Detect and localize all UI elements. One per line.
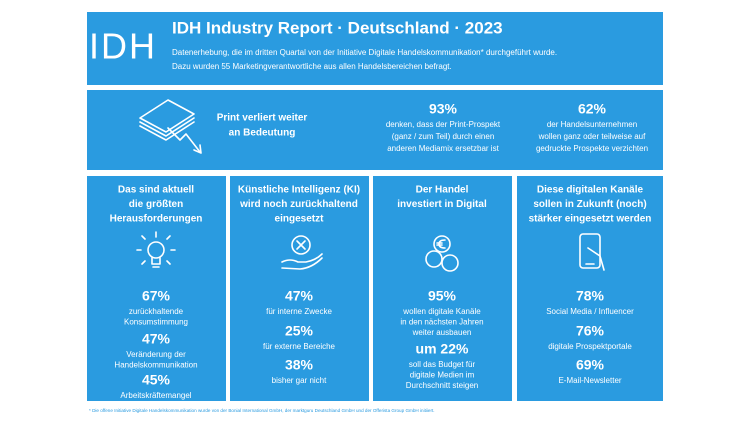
phone-icon — [579, 233, 605, 271]
stat-text: soll das Budget für — [409, 360, 476, 369]
stat-text: bisher gar nicht — [272, 376, 327, 385]
stat-text: in den nächsten Jahren — [400, 318, 483, 327]
stat-value: 38% — [285, 357, 314, 373]
logo-box — [87, 12, 160, 85]
stat-text: (ganz / zum Teil) durch einen — [392, 132, 495, 141]
stat-text: Handelskommunikation — [114, 361, 197, 370]
subtitle: Datenerhebung, die im dritten Quartal vo… — [172, 48, 557, 57]
stat-text: Durchschnitt steigen — [406, 381, 478, 390]
stat-value: 25% — [285, 323, 314, 339]
header-panel — [87, 12, 663, 85]
column-panel — [373, 176, 512, 401]
stat-value: um 22% — [416, 341, 469, 357]
column-heading: Der Handel — [416, 185, 469, 196]
stat-value: 95% — [428, 288, 457, 304]
stat-text: Arbeitskräftemangel — [120, 391, 191, 400]
stat-text: Konsumstimmung — [124, 318, 188, 327]
stat-text: digitale Prospektportale — [548, 342, 632, 351]
title: IDH Industry Report · Deutschland · 2023 — [172, 18, 503, 37]
column-heading: sollen in Zukunft (noch) — [533, 199, 646, 210]
stat-text: denken, dass der Print-Prospekt — [386, 120, 501, 129]
subtitle: Dazu wurden 55 Marketingverantwortliche … — [172, 62, 452, 71]
column-heading: eingesetzt — [275, 214, 325, 225]
stat-value: 78% — [576, 288, 605, 304]
stat-text: E-Mail-Newsletter — [558, 376, 621, 385]
stat-value: 69% — [576, 357, 605, 373]
column-heading: stärker eingesetzt werden — [529, 214, 652, 225]
column-heading: Das sind aktuell — [118, 185, 194, 196]
logo: IDH — [89, 26, 157, 67]
stat-text: gedruckte Prospekte verzichten — [536, 144, 648, 153]
column-heading: Herausforderungen — [110, 214, 203, 225]
column-heading: investiert in Digital — [397, 199, 487, 210]
bulb-icon — [136, 231, 176, 268]
column-heading: Diese digitalen Kanäle — [537, 185, 644, 196]
stat-text: zurückhaltende — [129, 307, 184, 316]
stat-text: für interne Zwecke — [266, 307, 332, 316]
column-heading: Künstliche Intelligenz (KI) — [238, 185, 360, 196]
stat-value: 45% — [142, 372, 171, 388]
stat-text: der Handelsunternehmen — [547, 120, 637, 129]
stat-text: wollen ganz oder teilweise auf — [538, 132, 647, 141]
euro-icon — [425, 235, 459, 272]
column-heading: wird noch zurückhaltend — [239, 199, 358, 210]
print-icon — [139, 99, 202, 154]
stat-text: Social Media / Influencer — [546, 307, 634, 316]
column-heading: die größten — [129, 199, 183, 210]
ai-hand-icon — [281, 235, 323, 270]
stat-value: 76% — [576, 323, 605, 339]
footnote: * Die offene Initiative Digitale Handels… — [89, 408, 435, 413]
print-heading: Print verliert weiter — [217, 113, 308, 124]
stat-value: 47% — [142, 331, 171, 347]
stat-value: 62% — [578, 101, 607, 117]
stat-value: 47% — [285, 288, 314, 304]
print-heading: an Bedeutung — [229, 128, 296, 139]
stat-text: anderen Mediamix ersetzbar ist — [387, 144, 499, 153]
stat-text: für externe Bereiche — [263, 342, 336, 351]
stat-text: Veränderung der — [126, 350, 186, 359]
stat-text: weiter ausbauen — [412, 328, 472, 337]
stat-value: 67% — [142, 288, 171, 304]
column-panel — [87, 176, 226, 401]
stat-text: digitale Medien im — [410, 371, 475, 380]
column-panel — [517, 176, 663, 401]
stat-text: wollen digitale Kanäle — [402, 307, 481, 316]
stat-value: 93% — [429, 101, 458, 117]
column-panel — [230, 176, 369, 401]
